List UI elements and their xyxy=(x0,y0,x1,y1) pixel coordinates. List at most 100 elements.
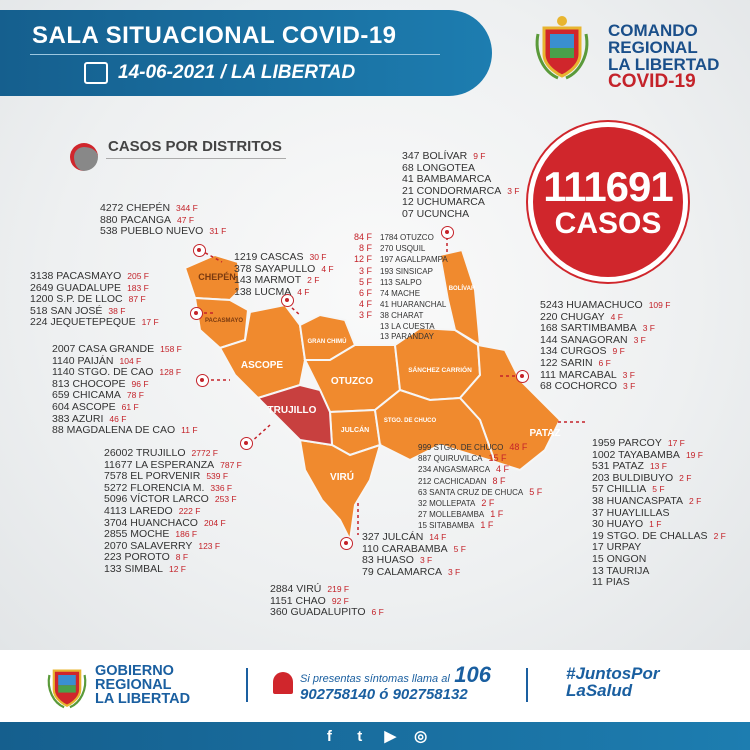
twitter-icon[interactable]: t xyxy=(357,728,363,745)
district-name: MOLLEPATA xyxy=(429,499,476,509)
regional-government-crest-icon xyxy=(47,669,87,709)
district-cases: 887 xyxy=(418,454,432,464)
district-cases: 531 xyxy=(592,460,610,473)
district-deaths: 12 F xyxy=(353,254,372,265)
district-deaths: 128 F xyxy=(159,367,182,378)
district-row: 383 AZURI 46 F xyxy=(52,413,198,426)
district-deaths: 539 F xyxy=(206,471,229,482)
district-cases: 5243 xyxy=(540,299,564,311)
district-row: 144 SANAGORAN 3 F xyxy=(540,334,670,347)
district-name: BULDIBUYO xyxy=(612,471,674,484)
district-deaths: 3 F xyxy=(507,185,520,196)
trujillo-district-list: 26002 TRUJILLO 2772 F 11677 LA ESPERANZA 78… xyxy=(104,447,242,576)
district-name: UCHUMARCA xyxy=(416,196,485,209)
map-label-trujillo: TRUJILLO xyxy=(268,405,317,416)
district-cases: 3138 xyxy=(30,270,54,282)
bolivar-district-list: 347 BOLÍVAR 9 F 68 LONGOTEA 41 BAMBAMARCA 21… xyxy=(402,150,520,221)
district-name: USQUIL xyxy=(395,244,426,254)
district-row: 212 CACHICADAN 8 F xyxy=(418,476,542,487)
map-label-sanchez-carrion: SÁNCHEZ CARRIÓN xyxy=(408,365,472,374)
facebook-icon[interactable]: f xyxy=(326,728,332,745)
trujillo-pin-icon xyxy=(240,437,253,450)
district-deaths: 2 F xyxy=(689,495,702,506)
date-place: 14-06-2021 / LA LIBERTAD xyxy=(118,62,356,83)
district-row: 1002 TAYABAMBA 19 F xyxy=(592,449,726,462)
command-line: LA LIBERTAD xyxy=(608,55,720,74)
district-name: FLORENCIA M. xyxy=(130,481,205,494)
district-cases: 143 xyxy=(234,274,252,287)
district-name: PACANGA xyxy=(120,213,172,226)
district-deaths: 5 F xyxy=(529,486,543,497)
command-line: REGIONAL xyxy=(608,38,698,57)
district-row: 41 BAMBAMARCA xyxy=(402,173,519,186)
district-row: 32 MOLLEPATA 2 F xyxy=(418,498,542,509)
map-label-pataz: PATAZ xyxy=(529,428,560,439)
district-deaths: 3 F xyxy=(623,381,636,392)
district-name: HUASO xyxy=(376,554,414,567)
district-cases: 41 xyxy=(402,173,414,186)
hashtag: #JuntosPor LaSalud xyxy=(566,665,660,699)
district-row: 3704 HUANCHACO 204 F xyxy=(104,517,242,530)
hashtag-line: LaSalud xyxy=(566,681,633,700)
district-deaths: 47 F xyxy=(177,214,195,225)
district-cases: 113 xyxy=(380,277,393,287)
district-name: SAYAPULLO xyxy=(254,262,316,275)
district-name: PACASMAYO xyxy=(56,270,122,282)
district-name: SANTA CRUZ DE CHUCA xyxy=(429,487,524,497)
district-deaths: 3 F xyxy=(622,369,635,380)
help-number[interactable]: 106 xyxy=(454,662,491,687)
district-cases: 83 xyxy=(362,554,374,567)
district-cases: 68 xyxy=(540,380,552,393)
district-deaths: 4 F xyxy=(321,263,334,274)
district-cases: 88 xyxy=(52,424,64,437)
district-deaths: 104 F xyxy=(119,355,142,366)
district-deaths: 6 F xyxy=(358,288,372,299)
district-deaths: 12 F xyxy=(168,563,186,574)
district-deaths: 17 F xyxy=(667,438,685,448)
ascope-district-list: 2007 CASA GRANDE 158 F 1140 PAIJÁN 104 F 114… xyxy=(52,343,198,437)
district-name: MAGDALENA DE CAO xyxy=(66,424,176,437)
instagram-icon[interactable]: ◎ xyxy=(414,728,428,745)
district-name: POROTO xyxy=(124,551,170,564)
district-cases: 538 xyxy=(100,225,118,238)
district-name: HUAYLILLAS xyxy=(606,506,670,519)
district-name: ONGON xyxy=(606,552,647,565)
district-cases: 26002 xyxy=(104,447,134,459)
district-cases: 1219 xyxy=(234,251,258,263)
district-cases: 1151 xyxy=(270,594,293,607)
district-row: 604 ASCOPE 61 F xyxy=(52,401,198,414)
district-name: TRUJILLO xyxy=(135,447,186,459)
district-row: 2884 VIRÚ 219 F xyxy=(270,583,384,596)
chepen-pin-icon xyxy=(193,244,206,257)
phone-numbers[interactable]: 902758140 ó 902758132 xyxy=(300,686,468,703)
district-name: LA ESPERANZA xyxy=(135,458,215,471)
siren-icon xyxy=(273,672,293,694)
district-row: 12 F 197 AGALLPAMPA xyxy=(350,254,448,265)
district-deaths: 2 F xyxy=(713,530,726,541)
district-name: BOLÍVAR xyxy=(422,150,468,162)
district-deaths: 15 F xyxy=(488,453,507,464)
district-row: 84 F 1784 OTUZCO xyxy=(350,232,448,243)
district-row: 347 BOLÍVAR 9 F xyxy=(402,150,519,163)
district-name: HUAYO xyxy=(606,518,644,531)
district-name: PAIJÁN xyxy=(77,354,114,367)
map-label-chepen: CHEPÉN xyxy=(198,272,236,282)
district-deaths: 2 F xyxy=(307,275,320,286)
district-name: LUCMA xyxy=(254,285,292,298)
total-cases-badge: 111691 CASOS xyxy=(528,122,688,282)
youtube-icon[interactable]: ▶ xyxy=(384,728,396,745)
district-row: 518 SAN JOSÉ 38 F xyxy=(30,305,159,318)
district-deaths: 8 F xyxy=(358,243,372,254)
district-cases: 1200 xyxy=(30,293,54,306)
stgo-chuco-district-list: 999 STGO. DE CHUCO 48 F 887 QUIRUVILCA 15 F… xyxy=(418,442,542,532)
district-cases: 5272 xyxy=(104,481,128,494)
chepen-district-list: 4272 CHEPÉN 344 F 880 PACANGA 47 F 538 PUEBL… xyxy=(100,202,226,238)
district-name: S.P. DE LLOC xyxy=(56,293,123,306)
province-viru xyxy=(298,438,382,544)
district-deaths: 8 F xyxy=(175,552,189,563)
total-cases-label: CASOS xyxy=(554,207,662,240)
district-row: 6 F 74 MACHE xyxy=(350,288,448,299)
district-row: 1200 S.P. DE LLOC 87 F xyxy=(30,293,159,306)
district-cases: 2070 xyxy=(104,539,128,552)
district-name: UCUNCHA xyxy=(416,207,470,220)
